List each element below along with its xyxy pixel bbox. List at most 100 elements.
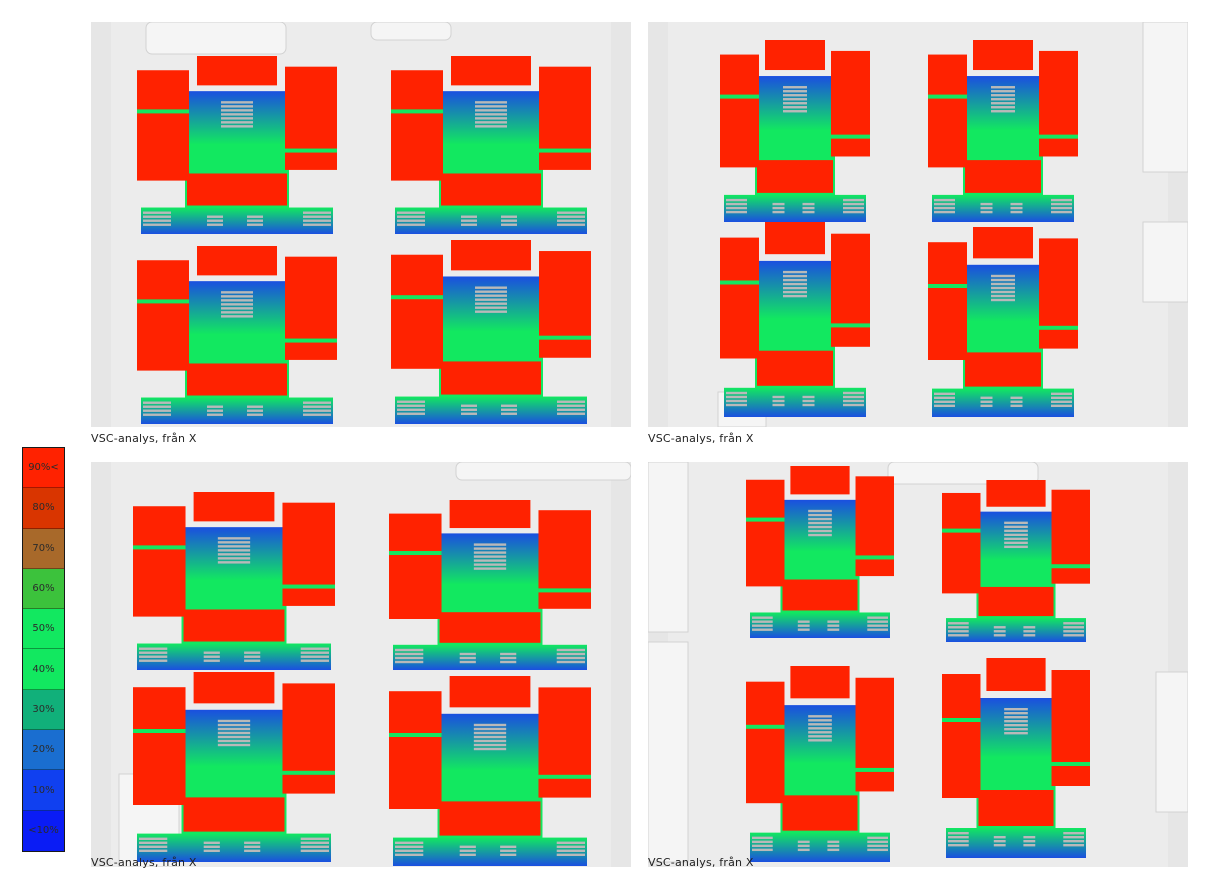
balcony [459, 660, 476, 664]
street [668, 462, 1168, 867]
balcony [808, 517, 832, 521]
balcony [797, 840, 810, 844]
balcony [1051, 202, 1072, 206]
balcony [867, 840, 888, 844]
roof-edge [389, 733, 442, 737]
balcony [221, 101, 253, 104]
balcony [217, 541, 251, 544]
balcony [221, 121, 253, 124]
roof [197, 56, 277, 86]
balcony [397, 400, 425, 403]
balcony [1010, 400, 1023, 403]
roof [285, 256, 337, 360]
balcony [752, 836, 773, 840]
balcony [557, 215, 585, 218]
roof-edge [942, 528, 981, 533]
legend-label: 60% [32, 583, 55, 595]
balcony [991, 282, 1015, 286]
balcony [556, 841, 585, 844]
roof [790, 466, 850, 495]
roof [539, 251, 591, 358]
balcony [1004, 533, 1028, 537]
balcony [244, 651, 261, 654]
balcony [221, 117, 253, 120]
roof-edge [746, 724, 785, 729]
roof [389, 513, 442, 619]
balcony [247, 405, 263, 408]
balcony [726, 198, 747, 202]
balcony [808, 719, 832, 722]
render-canvas [648, 22, 1188, 427]
balcony [752, 840, 773, 844]
balcony [1004, 732, 1028, 735]
balcony [397, 408, 425, 411]
roof-edge [133, 545, 186, 550]
roof [538, 687, 591, 798]
balcony [993, 630, 1006, 633]
roof [720, 237, 759, 359]
balcony [993, 634, 1006, 637]
facade [141, 397, 333, 424]
balcony [217, 537, 251, 540]
balcony [843, 210, 864, 214]
balcony [1004, 724, 1028, 727]
vsc-render-3 [91, 462, 631, 867]
roof [187, 363, 287, 396]
balcony [461, 404, 477, 407]
balcony [948, 844, 969, 847]
balcony [808, 731, 832, 734]
balcony [934, 404, 955, 407]
balcony [802, 403, 815, 407]
legend-item-70: 70% [23, 528, 64, 569]
roof [1051, 489, 1090, 584]
balcony [1004, 545, 1028, 549]
balcony [395, 853, 424, 856]
balcony [948, 622, 969, 625]
building-block [389, 500, 591, 670]
balcony [303, 219, 331, 222]
balcony [843, 403, 864, 407]
balcony [934, 400, 955, 403]
balcony [808, 513, 832, 517]
balcony [473, 735, 507, 739]
balcony [143, 405, 171, 408]
balcony [475, 298, 507, 301]
roof-edge [928, 94, 967, 99]
balcony [991, 110, 1015, 113]
balcony [247, 409, 263, 412]
balcony [843, 399, 864, 403]
balcony [1004, 525, 1028, 529]
balcony [993, 844, 1006, 847]
roof [183, 609, 285, 642]
balcony [783, 282, 807, 286]
balcony [207, 219, 223, 222]
roof [978, 790, 1054, 826]
building-block [942, 658, 1090, 858]
roof [133, 687, 186, 805]
balcony [217, 731, 251, 735]
balcony [300, 647, 329, 650]
balcony [217, 735, 251, 739]
roof-edge [282, 770, 335, 775]
balcony [556, 652, 585, 656]
balcony [475, 109, 507, 112]
balcony [247, 413, 263, 416]
balcony [475, 290, 507, 293]
roof [133, 506, 186, 617]
balcony [783, 98, 807, 101]
balcony [556, 660, 585, 664]
balcony [501, 223, 517, 226]
balcony [221, 303, 253, 306]
balcony [1004, 521, 1028, 525]
balcony [726, 202, 747, 206]
roof-edge [855, 767, 894, 772]
balcony [207, 405, 223, 408]
roof [137, 70, 189, 181]
balcony [802, 210, 815, 214]
roof [451, 240, 531, 271]
balcony [221, 113, 253, 116]
balcony [980, 210, 993, 214]
balcony [395, 845, 424, 848]
balcony [934, 392, 955, 395]
balcony [139, 849, 168, 852]
